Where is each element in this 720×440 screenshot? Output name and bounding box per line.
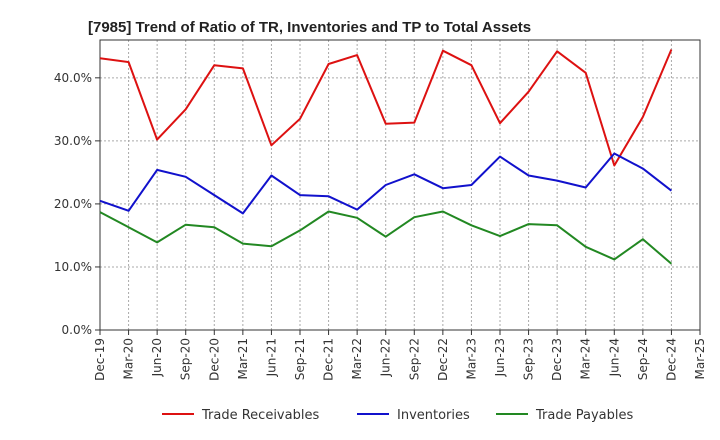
series-line-0 [99, 49, 673, 167]
x-tick-label: Jun-24 [607, 338, 621, 377]
x-tick-label: Sep-20 [179, 338, 193, 380]
x-tick-label: Mar-23 [464, 338, 478, 379]
x-tick-label: Dec-21 [322, 338, 336, 381]
legend-label: Trade Payables [535, 408, 633, 423]
y-tick-label: 30.0% [54, 134, 92, 148]
x-tick-label: Dec-24 [664, 338, 678, 381]
chart-title: [7985] Trend of Ratio of TR, Inventories… [88, 19, 531, 36]
x-tick-label: Dec-19 [93, 338, 107, 381]
plot-area [99, 39, 701, 331]
x-tick-label: Sep-22 [407, 338, 421, 380]
series-group [99, 49, 673, 265]
x-axis: Dec-19 Mar-20 Jun-20 Sep-20 Dec-20 Mar-21 Jun-… [93, 330, 707, 381]
x-tick-label: Dec-23 [550, 338, 564, 381]
x-tick-label: Dec-22 [436, 338, 450, 381]
legend: Trade Receivables Inventories Trade Payabl… [162, 408, 633, 423]
x-tick-label: Mar-20 [122, 338, 136, 379]
y-tick-label: 0.0% [62, 323, 93, 337]
x-tick-label: Sep-24 [636, 338, 650, 380]
x-tick-label: Jun-22 [379, 338, 393, 377]
x-tick-label: Sep-21 [293, 338, 307, 380]
x-tick-label: Mar-22 [350, 338, 364, 379]
legend-label: Inventories [397, 408, 470, 423]
legend-label: Trade Receivables [201, 408, 319, 423]
x-tick-label: Mar-25 [693, 338, 707, 379]
x-tick-label: Jun-23 [493, 338, 507, 377]
x-tick-label: Mar-21 [236, 338, 250, 379]
y-tick-label: 10.0% [54, 260, 92, 274]
y-tick-label: 20.0% [54, 197, 92, 211]
series-line-1 [99, 152, 673, 215]
grid [100, 40, 700, 330]
y-axis: 0.0% 10.0% 20.0% 30.0% 40.0% [54, 71, 100, 337]
y-tick-label: 40.0% [54, 71, 92, 85]
x-tick-label: Dec-20 [207, 338, 221, 381]
x-tick-label: Jun-21 [264, 338, 278, 377]
x-tick-label: Sep-23 [522, 338, 536, 380]
x-tick-label: Jun-20 [150, 338, 164, 377]
series-line-2 [99, 210, 673, 265]
x-tick-label: Mar-24 [579, 338, 593, 379]
